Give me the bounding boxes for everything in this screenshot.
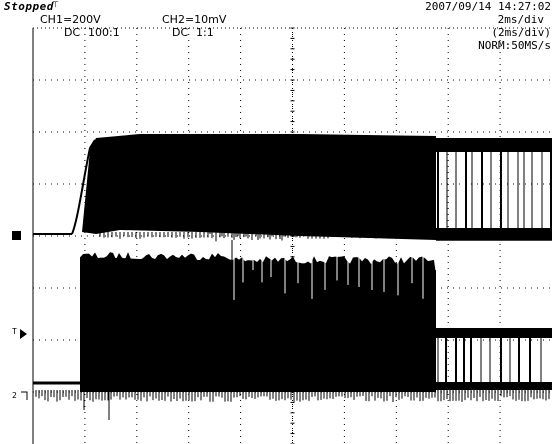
ch2-ground-marker-icon bbox=[21, 391, 28, 400]
timebase-zoom: (2ms/div) bbox=[491, 26, 551, 39]
acquisition-mode: NORM:50MS/s bbox=[478, 39, 551, 52]
waveform-traces bbox=[32, 134, 552, 420]
ch2-probe: 1:1 bbox=[196, 26, 214, 39]
ch2-coupling: DC bbox=[172, 26, 189, 39]
ch1-rise-trace bbox=[71, 139, 96, 235]
ch1-envelope-fill bbox=[82, 134, 436, 240]
ch1-lower-band bbox=[436, 228, 552, 240]
ch1-ground-marker-icon bbox=[12, 231, 21, 240]
ch1-probe: 100:1 bbox=[88, 26, 120, 39]
ch1-upper-band bbox=[436, 138, 552, 152]
ch2-lower-band bbox=[436, 382, 552, 390]
trigger-level-arrow-icon bbox=[20, 329, 27, 339]
ch1-coupling: DC bbox=[64, 26, 81, 39]
datetime-stamp: 2007/09/14 14:27:02 bbox=[425, 0, 551, 13]
ch2-upper-band bbox=[436, 328, 552, 338]
ch1-scale: CH1=200V bbox=[40, 13, 101, 26]
ch2-envelope-ripple bbox=[80, 252, 436, 275]
trigger-indicator-icon: ⊤ bbox=[52, 0, 59, 9]
channel-markers: T2 bbox=[12, 231, 28, 400]
ch2-envelope-fill bbox=[80, 258, 436, 392]
trigger-level-marker-label: T bbox=[12, 327, 17, 336]
ch2-ground-marker-label: 2 bbox=[12, 391, 17, 400]
acquisition-status: Stopped bbox=[4, 0, 54, 13]
timebase-main: 2ms/div bbox=[497, 13, 544, 26]
ch2-scale: CH2=10mV bbox=[162, 13, 227, 26]
